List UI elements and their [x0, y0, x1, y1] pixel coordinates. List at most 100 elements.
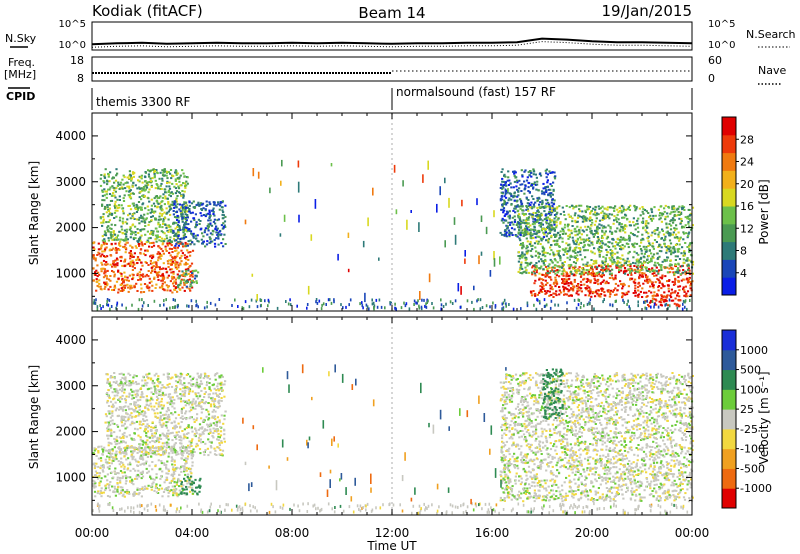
- data-cell: [541, 199, 544, 202]
- data-cell: [186, 304, 188, 308]
- data-cell: [201, 232, 204, 235]
- data-cell: [138, 244, 141, 247]
- data-cell: [109, 263, 112, 266]
- data-cell: [158, 246, 161, 249]
- data-cell: [101, 250, 104, 253]
- data-cell: [126, 283, 129, 286]
- data-cell: [330, 163, 333, 167]
- data-cell: [585, 280, 588, 283]
- data-cell: [172, 494, 175, 497]
- data-cell: [538, 224, 541, 227]
- data-cell: [634, 291, 637, 294]
- data-cell: [550, 278, 553, 281]
- data-cell: [134, 469, 137, 472]
- data-cell: [155, 491, 158, 494]
- data-cell: [157, 251, 160, 254]
- data-cell: [688, 278, 691, 280]
- data-cell: [106, 206, 109, 209]
- data-cell: [558, 266, 561, 269]
- data-cell: [565, 274, 568, 277]
- data-cell: [555, 233, 558, 236]
- data-cell: [543, 274, 546, 277]
- data-cell: [177, 187, 181, 190]
- data-cell: [125, 181, 129, 184]
- data-cell: [100, 245, 103, 248]
- data-cell: [105, 263, 108, 266]
- data-cell: [669, 246, 672, 249]
- data-cell: [520, 307, 522, 311]
- data-cell: [207, 229, 210, 232]
- data-cell: [540, 229, 543, 232]
- data-cell: [552, 228, 555, 230]
- data-cell: [539, 201, 542, 204]
- data-cell: [125, 480, 128, 482]
- data-cell: [148, 277, 151, 280]
- data-cell: [117, 270, 120, 273]
- data-cell: [578, 228, 581, 231]
- data-cell: [537, 196, 541, 199]
- data-cell: [136, 473, 140, 476]
- data-cell: [555, 274, 558, 277]
- data-cell: [682, 238, 685, 241]
- data-cell: [148, 188, 151, 191]
- data-cell: [168, 242, 171, 244]
- data-cell: [111, 289, 114, 291]
- data-cell: [677, 279, 680, 282]
- data-cell: [663, 260, 666, 263]
- data-cell: [192, 200, 195, 203]
- data-cell: [616, 227, 619, 230]
- data-cell: [540, 222, 543, 225]
- data-cell: [145, 241, 148, 244]
- data-cell: [554, 264, 557, 267]
- data-cell: [536, 180, 539, 183]
- data-cell: [116, 303, 118, 307]
- data-cell: [172, 447, 175, 450]
- data-cell: [674, 297, 677, 300]
- data-cell: [170, 268, 174, 271]
- data-cell: [686, 215, 689, 218]
- data-cell: [147, 270, 150, 272]
- data-cell: [538, 173, 541, 176]
- data-cell: [103, 243, 106, 246]
- data-cell: [605, 267, 608, 270]
- data-cell: [550, 192, 553, 195]
- data-cell: [213, 203, 216, 206]
- data-cell: [553, 214, 557, 216]
- data-cell: [152, 452, 155, 455]
- data-cell: [220, 206, 223, 209]
- data-cell: [160, 230, 163, 233]
- data-cell: [531, 248, 534, 251]
- data-cell: [104, 190, 107, 193]
- data-cell: [144, 446, 147, 449]
- data-cell: [584, 287, 587, 289]
- data-cell: [640, 249, 643, 252]
- data-cell: [143, 228, 146, 231]
- data-cell: [683, 250, 686, 253]
- data-cell: [180, 278, 183, 281]
- data-cell: [632, 292, 635, 294]
- data-cell: [135, 475, 138, 478]
- data-cell: [541, 247, 545, 250]
- data-cell: [124, 243, 127, 246]
- data-cell: [140, 187, 143, 190]
- data-cell: [172, 222, 175, 225]
- data-cell: [656, 252, 659, 255]
- data-cell: [175, 183, 178, 186]
- data-cell: [167, 486, 170, 488]
- data-cell: [580, 290, 583, 293]
- data-cell: [118, 492, 121, 495]
- data-cell: [109, 285, 112, 288]
- data-cell: [104, 487, 107, 490]
- data-cell: [99, 177, 102, 180]
- data-cell: [121, 471, 124, 474]
- data-cell: [561, 240, 564, 243]
- data-cell: [144, 275, 147, 278]
- data-cell: [211, 233, 214, 236]
- data-cell: [613, 215, 616, 218]
- data-cell: [167, 455, 170, 458]
- data-cell: [580, 233, 583, 236]
- data-cell: [542, 228, 545, 231]
- data-cell: [616, 251, 619, 254]
- data-cell: [105, 242, 108, 245]
- data-cell: [538, 231, 541, 233]
